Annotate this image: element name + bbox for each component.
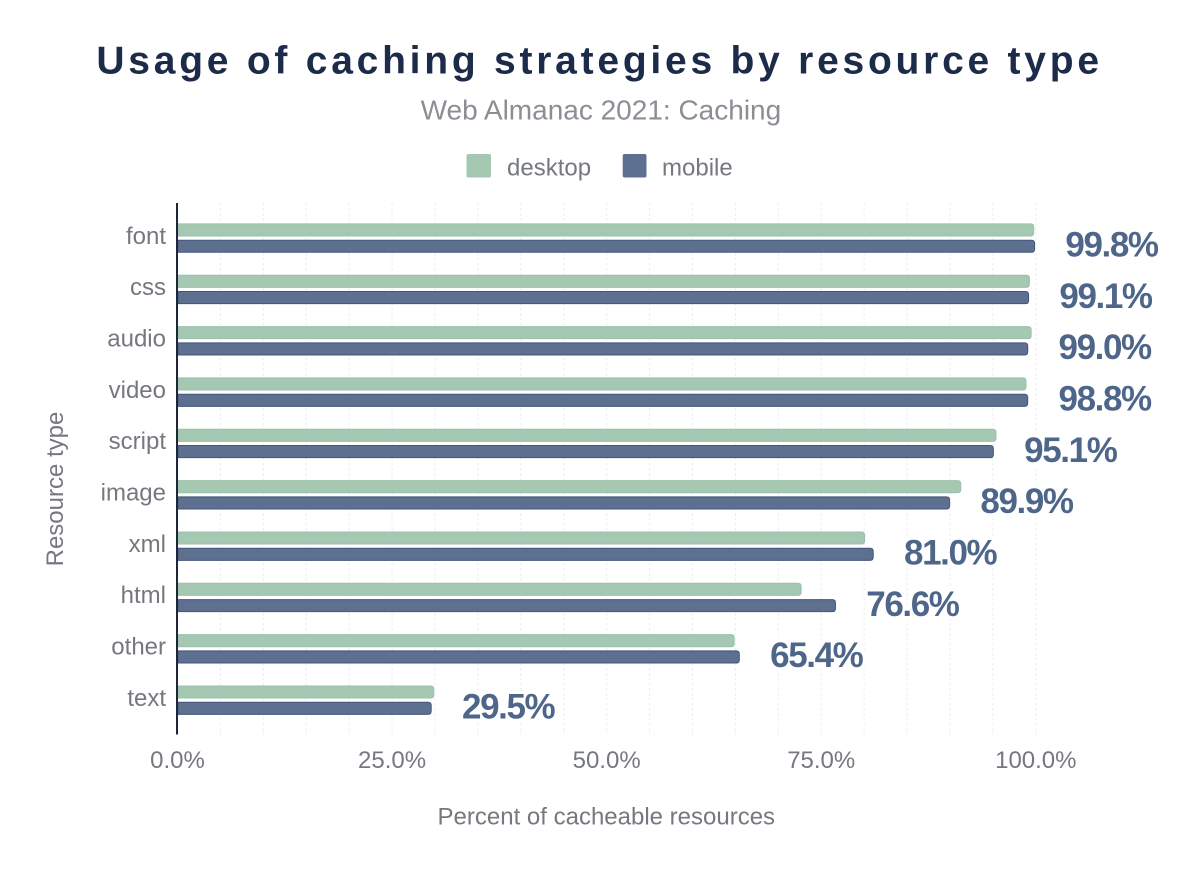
svg-text:75.0%: 75.0% bbox=[787, 747, 855, 774]
svg-text:desktop: desktop bbox=[507, 155, 591, 182]
svg-text:font: font bbox=[126, 223, 166, 250]
svg-text:Usage of caching strategies by: Usage of caching strategies by resource … bbox=[96, 40, 1102, 83]
svg-text:99.1%: 99.1% bbox=[1059, 277, 1153, 316]
svg-text:99.8%: 99.8% bbox=[1065, 226, 1159, 265]
svg-text:image: image bbox=[101, 480, 166, 507]
svg-text:video: video bbox=[109, 377, 166, 404]
svg-text:99.0%: 99.0% bbox=[1059, 328, 1153, 367]
svg-text:0.0%: 0.0% bbox=[150, 747, 205, 774]
svg-text:Resource type: Resource type bbox=[42, 412, 69, 567]
svg-text:65.4%: 65.4% bbox=[770, 636, 864, 675]
svg-text:25.0%: 25.0% bbox=[358, 747, 426, 774]
svg-text:mobile: mobile bbox=[662, 155, 733, 182]
svg-text:29.5%: 29.5% bbox=[462, 688, 556, 727]
svg-text:89.9%: 89.9% bbox=[980, 482, 1074, 521]
svg-text:95.1%: 95.1% bbox=[1024, 431, 1118, 470]
svg-text:text: text bbox=[127, 685, 166, 712]
svg-text:Percent of cacheable resources: Percent of cacheable resources bbox=[438, 804, 776, 831]
svg-text:css: css bbox=[130, 274, 166, 301]
svg-text:50.0%: 50.0% bbox=[573, 747, 641, 774]
svg-text:Web Almanac 2021: Caching: Web Almanac 2021: Caching bbox=[421, 95, 782, 126]
svg-text:audio: audio bbox=[107, 325, 166, 352]
svg-text:76.6%: 76.6% bbox=[866, 585, 960, 624]
svg-text:100.0%: 100.0% bbox=[995, 747, 1076, 774]
svg-text:xml: xml bbox=[129, 531, 166, 558]
svg-text:other: other bbox=[111, 634, 166, 661]
svg-text:98.8%: 98.8% bbox=[1059, 380, 1153, 419]
svg-text:81.0%: 81.0% bbox=[904, 534, 998, 573]
svg-text:script: script bbox=[109, 428, 167, 455]
svg-text:html: html bbox=[121, 582, 166, 609]
